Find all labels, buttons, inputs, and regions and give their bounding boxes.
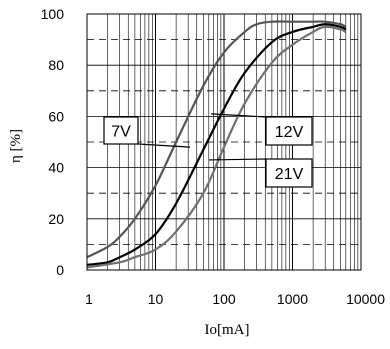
series-callouts: 7V 12V 21V (103, 113, 313, 188)
series-label-12v: 12V (275, 124, 304, 141)
chart-series (86, 20, 347, 269)
callout-box-7v (103, 116, 139, 145)
y-tick-label: 60 (48, 108, 64, 124)
y-tick-label: 40 (48, 160, 64, 176)
y-tick-label: 0 (56, 262, 64, 278)
callout-leader-12v (211, 113, 267, 118)
x-axis-label: Io[mA] (205, 322, 250, 338)
plot-frame (86, 13, 362, 271)
y-tick-label: 80 (48, 57, 64, 73)
series-line-7v (86, 20, 347, 259)
callout-leader-7v (137, 143, 191, 148)
callout-box-12v (265, 116, 313, 146)
y-tick-labels: 0 20 40 60 80 100 (41, 6, 65, 278)
y-axis-label: η [%] (8, 129, 24, 163)
x-tick-label: 1000 (277, 291, 308, 307)
x-tick-labels: 1 10 100 1000 10000 (85, 291, 385, 307)
callout-box-21v (265, 158, 313, 188)
y-tick-label: 20 (48, 211, 64, 227)
x-tick-label: 10 (148, 291, 164, 307)
series-label-7v: 7V (111, 124, 131, 141)
series-label-21v: 21V (275, 166, 304, 183)
callout-leader-21v (208, 158, 267, 161)
series-line-12v (86, 23, 347, 266)
x-tick-label: 100 (212, 291, 236, 307)
series-line-21v (86, 25, 347, 269)
y-tick-label: 100 (41, 6, 65, 22)
x-tick-label: 1 (85, 291, 93, 307)
x-tick-label: 10000 (346, 291, 385, 307)
